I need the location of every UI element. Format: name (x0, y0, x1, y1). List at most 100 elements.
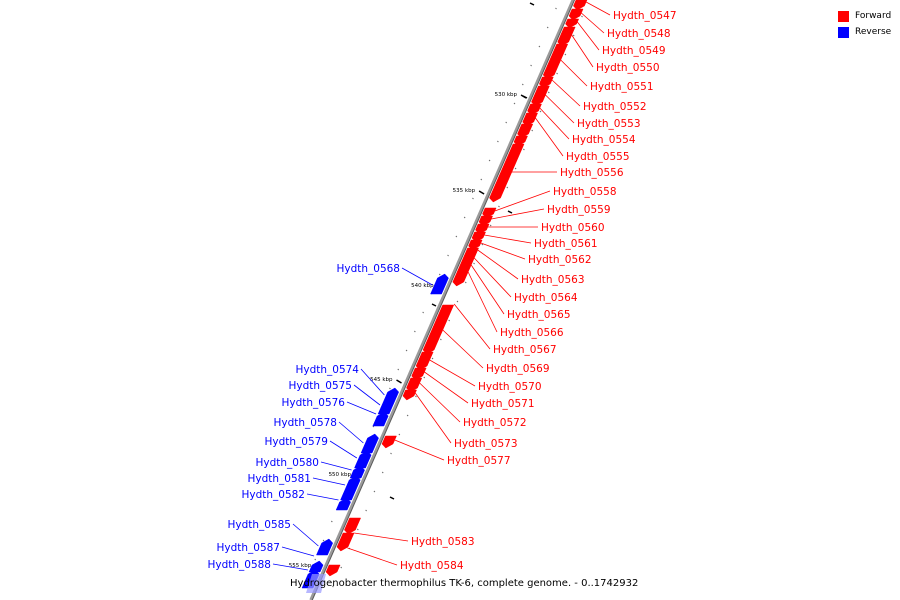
scale-dot-left (521, 83, 524, 86)
forward-gene-label: Hydth_0563 (521, 274, 585, 286)
tick-mark-right (431, 303, 437, 307)
scale-dot-right (489, 224, 492, 227)
reverse-gene-label: Hydth_0574 (295, 364, 359, 376)
tick-mark-right (389, 496, 395, 500)
reverse-gene-label: Hydth_0579 (264, 436, 328, 448)
forward-gene-label: Hydth_0569 (486, 363, 550, 375)
reverse-gene-label: Hydth_0587 (216, 542, 280, 554)
scale-dot-left (505, 121, 508, 124)
scale-dot-left (330, 520, 333, 523)
reverse-leader-line (346, 401, 377, 415)
forward-gene-label: Hydth_0565 (507, 309, 571, 321)
scale-dot-right (406, 414, 409, 417)
reverse-gene-label: Hydth_0588 (207, 559, 271, 571)
forward-gene-label: Hydth_0572 (463, 417, 527, 429)
scale-dot-left (538, 45, 541, 48)
forward-gene-block (573, 0, 588, 11)
scale-dot-right (431, 357, 434, 360)
reverse-gene-block (316, 538, 334, 556)
forward-leader-line (480, 242, 526, 260)
legend-reverse: Reverse (838, 25, 891, 39)
forward-gene-label: Hydth_0583 (411, 536, 475, 548)
legend-forward: Forward (838, 9, 891, 23)
forward-gene-block (336, 532, 355, 552)
forward-leader-line (467, 271, 498, 333)
scale-dot-right (456, 300, 459, 303)
reverse-gene-label: Hydth_0585 (227, 519, 291, 531)
forward-leader-line (453, 303, 491, 350)
forward-leader-line (494, 190, 551, 212)
tick-label: 545 kbp (370, 377, 393, 383)
scale-dot-left (546, 26, 549, 29)
reverse-leader-line (329, 440, 358, 459)
scale-dot-right (498, 205, 500, 208)
forward-leader-line (477, 249, 519, 280)
reverse-leader-line (281, 546, 315, 557)
scale-dot-left (497, 140, 499, 143)
scale-dot-right (572, 34, 575, 37)
forward-leader-line (551, 79, 581, 107)
scale-dot-right (381, 471, 384, 474)
scale-dot-right (415, 395, 417, 398)
forward-gene-label: Hydth_0577 (447, 455, 511, 467)
forward-leader-line (414, 392, 452, 444)
forward-gene-label: Hydth_0559 (547, 204, 611, 216)
forward-gene-label: Hydth_0570 (478, 381, 542, 393)
scale-dot-left (555, 7, 557, 10)
scale-dot-right (547, 91, 550, 94)
reverse-gene-block (372, 411, 389, 427)
scale-dot-left (422, 311, 425, 314)
scale-dot-right (514, 167, 517, 170)
scale-dot-right (373, 490, 376, 493)
map-caption: Hydrogenobacter thermophilus TK-6, compl… (290, 578, 639, 589)
scale-dot-left (513, 102, 516, 105)
forward-leader-line (470, 264, 505, 315)
forward-leader-line (571, 34, 594, 68)
reverse-leader-line (292, 523, 319, 547)
forward-leader-line (394, 439, 445, 461)
scale-dot-right (439, 338, 442, 341)
forward-gene-block (344, 517, 362, 535)
scale-dot-left (397, 368, 400, 371)
scale-dot-left (413, 330, 416, 333)
scale-dot-left (447, 254, 449, 257)
forward-gene-block (489, 143, 525, 203)
reverse-swatch (838, 26, 849, 38)
reverse-gene-label: Hydth_0581 (247, 473, 311, 485)
reverse-gene-label: Hydth_0582 (241, 489, 305, 501)
scale-dot-left (488, 159, 491, 162)
forward-leader-line (545, 94, 575, 124)
scale-dot-left (322, 539, 325, 542)
scale-dot-left (530, 64, 532, 67)
forward-gene-label: Hydth_0551 (590, 81, 654, 93)
scale-dot-right (365, 509, 367, 512)
scale-dot-right (332, 585, 334, 588)
forward-gene-label: Hydth_0554 (572, 134, 636, 146)
forward-gene-label: Hydth_0566 (500, 327, 564, 339)
genome-backbone (309, 0, 575, 600)
reverse-gene-label: Hydth_0575 (288, 380, 352, 392)
forward-gene-block (568, 8, 584, 21)
scale-dot-left (389, 387, 391, 390)
reverse-gene-block (349, 465, 365, 479)
forward-leader-line (419, 382, 461, 423)
scale-dot-left (463, 216, 466, 219)
forward-gene-label: Hydth_0555 (566, 151, 630, 163)
forward-leader-line (585, 1, 611, 16)
tick-label: 550 kbp (329, 472, 352, 478)
scale-dot-right (531, 129, 534, 132)
tick-mark-right (522, 95, 528, 99)
genome-backbone-edge (311, 0, 576, 600)
forward-gene-label: Hydth_0548 (607, 28, 671, 40)
forward-leader-line (347, 547, 398, 566)
forward-gene-block (565, 18, 580, 29)
forward-leader-line (491, 208, 545, 220)
reverse-leader-line (320, 461, 352, 471)
reverse-gene-block (335, 497, 351, 511)
forward-gene-block (402, 389, 417, 401)
scale-dot-left (438, 273, 441, 276)
reverse-gene-label: Hydth_0580 (255, 457, 319, 469)
forward-gene-label: Hydth_0552 (583, 101, 647, 113)
scale-dot-right (398, 433, 401, 436)
forward-gene-label: Hydth_0560 (541, 222, 605, 234)
